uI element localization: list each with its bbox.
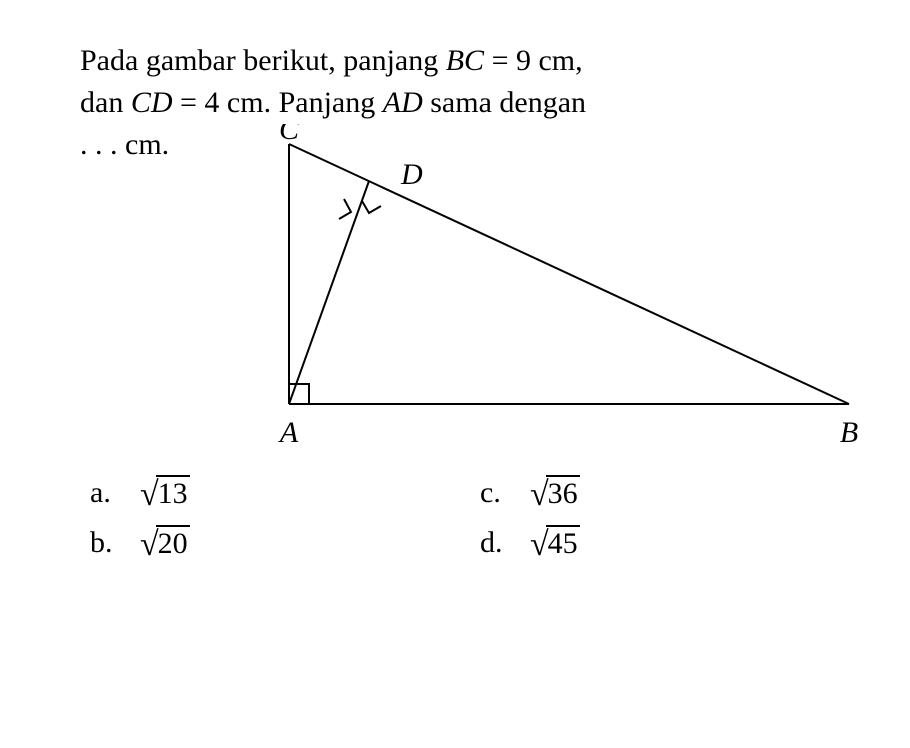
diagram-svg: C D A B — [229, 124, 909, 464]
answer-a: a. √ 13 — [90, 474, 440, 512]
label-c: C — [279, 124, 300, 146]
question-line-2: dan CD = 4 cm. Panjang AD sama dengan — [80, 82, 830, 124]
sqrt-value-c: 36 — [546, 475, 580, 511]
text-segment: Pada gambar berikut, panjang — [80, 44, 446, 77]
sqrt-value-b: 20 — [156, 525, 190, 561]
answer-options: a. √ 13 c. √ 36 b. √ 20 d. √ 45 — [90, 474, 830, 562]
variable-cd: CD — [131, 86, 173, 119]
sqrt-expression: √ 13 — [140, 474, 190, 512]
right-angle-d-right — [362, 201, 381, 213]
label-b: B — [840, 416, 858, 449]
question-line-3: . . . cm. — [80, 124, 169, 166]
answer-label-d: d. — [480, 526, 510, 560]
answer-b: b. √ 20 — [90, 524, 440, 562]
line-cb — [289, 144, 849, 404]
variable-ad: AD — [383, 86, 423, 119]
answer-label-a: a. — [90, 476, 120, 510]
triangle-diagram: C D A B — [229, 124, 909, 464]
text-segment: sama dengan — [423, 86, 586, 119]
sqrt-icon: √ — [530, 526, 549, 564]
line-ad — [289, 181, 369, 404]
sqrt-expression: √ 36 — [530, 474, 580, 512]
sqrt-icon: √ — [530, 476, 549, 514]
label-d: D — [400, 158, 423, 191]
answer-c: c. √ 36 — [480, 474, 830, 512]
text-segment: = 4 cm. Panjang — [173, 86, 383, 119]
sqrt-expression: √ 20 — [140, 524, 190, 562]
sqrt-icon: √ — [140, 476, 159, 514]
label-a: A — [278, 416, 299, 449]
text-segment: dan — [80, 86, 131, 119]
question-line-3-wrapper: . . . cm. C D A B — [80, 124, 830, 464]
sqrt-value-d: 45 — [546, 525, 580, 561]
sqrt-value-a: 13 — [156, 475, 190, 511]
question-text: Pada gambar berikut, panjang BC = 9 cm, … — [80, 40, 830, 464]
question-line-1: Pada gambar berikut, panjang BC = 9 cm, — [80, 40, 830, 82]
right-angle-d-left — [339, 199, 351, 219]
variable-bc: BC — [446, 44, 484, 77]
answer-label-c: c. — [480, 476, 510, 510]
sqrt-icon: √ — [140, 526, 159, 564]
sqrt-expression: √ 45 — [530, 524, 580, 562]
text-segment: = 9 cm, — [484, 44, 583, 77]
answer-label-b: b. — [90, 526, 120, 560]
answer-d: d. √ 45 — [480, 524, 830, 562]
